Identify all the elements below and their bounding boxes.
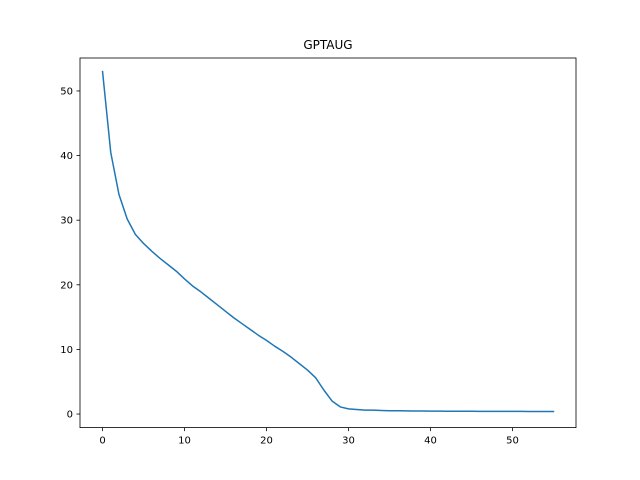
y-tick-label: 50 <box>60 86 73 97</box>
x-tick-label: 50 <box>506 436 519 447</box>
chart-title: GPTAUG <box>303 38 352 52</box>
plot-area <box>80 58 576 428</box>
x-tick-label: 20 <box>260 436 273 447</box>
y-tick-label: 0 <box>67 410 73 421</box>
y-tick-label: 10 <box>60 345 73 356</box>
series-line <box>101 70 555 413</box>
x-tick-label: 10 <box>178 436 191 447</box>
x-tick-label: 30 <box>342 436 355 447</box>
plot-frame <box>79 57 577 429</box>
y-tick-label: 30 <box>60 216 73 227</box>
x-tick-label: 40 <box>424 436 437 447</box>
y-tick-label: 40 <box>60 151 73 162</box>
y-tick-label: 20 <box>60 280 73 291</box>
x-tick-label: 0 <box>99 436 105 447</box>
